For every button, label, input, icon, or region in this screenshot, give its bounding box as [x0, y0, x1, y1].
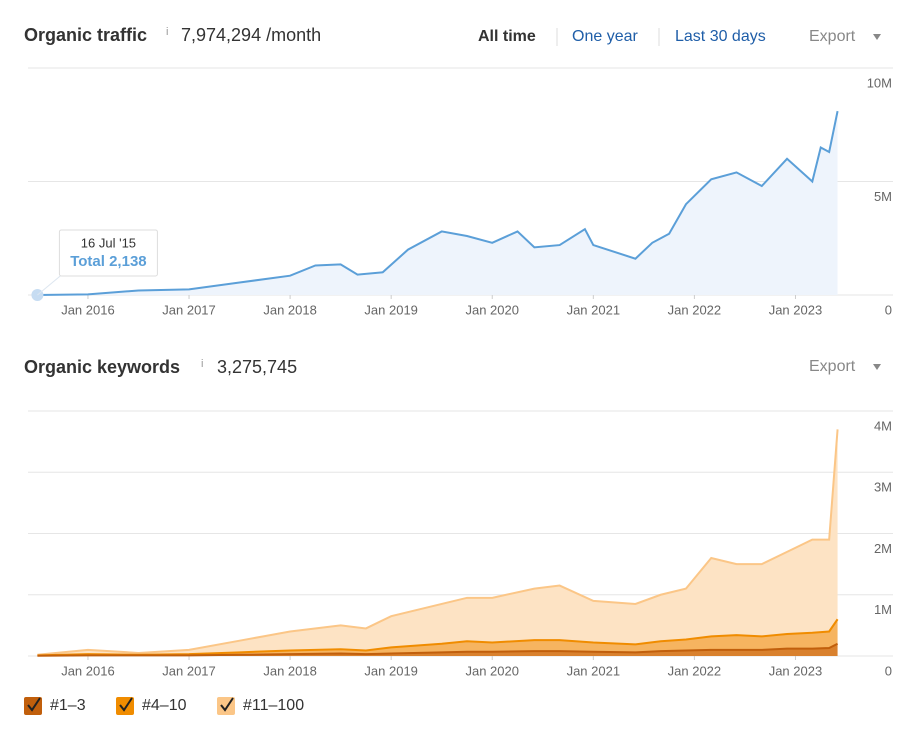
export-button[interactable]: Export [809, 358, 856, 375]
x-tick-label: Jan 2016 [61, 302, 115, 317]
tooltip-box [58, 229, 158, 277]
y-tick-label: 4M [874, 418, 892, 433]
x-tick-label: Jan 2022 [668, 302, 722, 317]
x-tick-label: Jan 2020 [465, 302, 519, 317]
x-tick-label: Jan 2018 [263, 663, 317, 678]
stack-line [37, 618, 839, 657]
y-tick-label: 5M [874, 189, 892, 204]
y-tick-label: 3M [874, 480, 892, 495]
x-tick-label: Jan 2022 [668, 663, 722, 678]
x-tick-label: Jan 2017 [162, 302, 216, 317]
x-tick-label: Jan 2016 [61, 663, 115, 678]
y-tick-label: 10M [867, 75, 892, 90]
dropdown-arrow [873, 34, 881, 40]
checkmark [220, 697, 234, 712]
stack-area [37, 429, 838, 656]
x-tick-label: Jan 2019 [364, 663, 418, 678]
checkmark [119, 697, 133, 712]
x-tick-label: Jan 2017 [162, 663, 216, 678]
range-button[interactable]: All time [478, 28, 536, 45]
dropdown-arrow [873, 364, 881, 370]
tooltip-value: Total 2,138 [70, 253, 146, 270]
stack-area [37, 619, 838, 656]
x-tick-label: Jan 2023 [769, 663, 823, 678]
y-tick-label: 2M [874, 541, 892, 556]
x-tick-label: Jan 2023 [769, 302, 823, 317]
keywords-total: 3,275,745 [217, 357, 297, 377]
traffic-total: 7,974,294 /month [181, 25, 321, 45]
x-tick-label: Jan 2019 [364, 302, 418, 317]
stack-line [37, 429, 839, 656]
info-icon[interactable]: i [201, 358, 203, 370]
legend-label: #1–3 [50, 697, 86, 714]
y-tick-label: 0 [885, 302, 892, 317]
range-button[interactable]: One year [572, 28, 638, 45]
area [37, 111, 838, 295]
traffic-title: Organic traffic [24, 25, 147, 45]
x-tick-label: Jan 2021 [567, 663, 621, 678]
x-tick-label: Jan 2020 [465, 663, 519, 678]
legend-label: #4–10 [142, 697, 187, 714]
x-tick-label: Jan 2018 [263, 302, 317, 317]
y-tick-label: 0 [885, 663, 892, 678]
keywords-title: Organic keywords [24, 357, 180, 377]
export-button[interactable]: Export [809, 28, 856, 45]
checkmark [27, 697, 41, 712]
range-button[interactable]: Last 30 days [675, 28, 766, 45]
x-tick-label: Jan 2021 [567, 302, 621, 317]
legend-label: #11–100 [243, 697, 304, 714]
hover-line [37, 274, 62, 296]
info-icon[interactable]: i [166, 26, 168, 38]
stack-line [37, 642, 839, 657]
tooltip-date: 16 Jul '15 [81, 235, 136, 250]
y-tick-label: 1M [874, 602, 892, 617]
line [37, 110, 839, 296]
